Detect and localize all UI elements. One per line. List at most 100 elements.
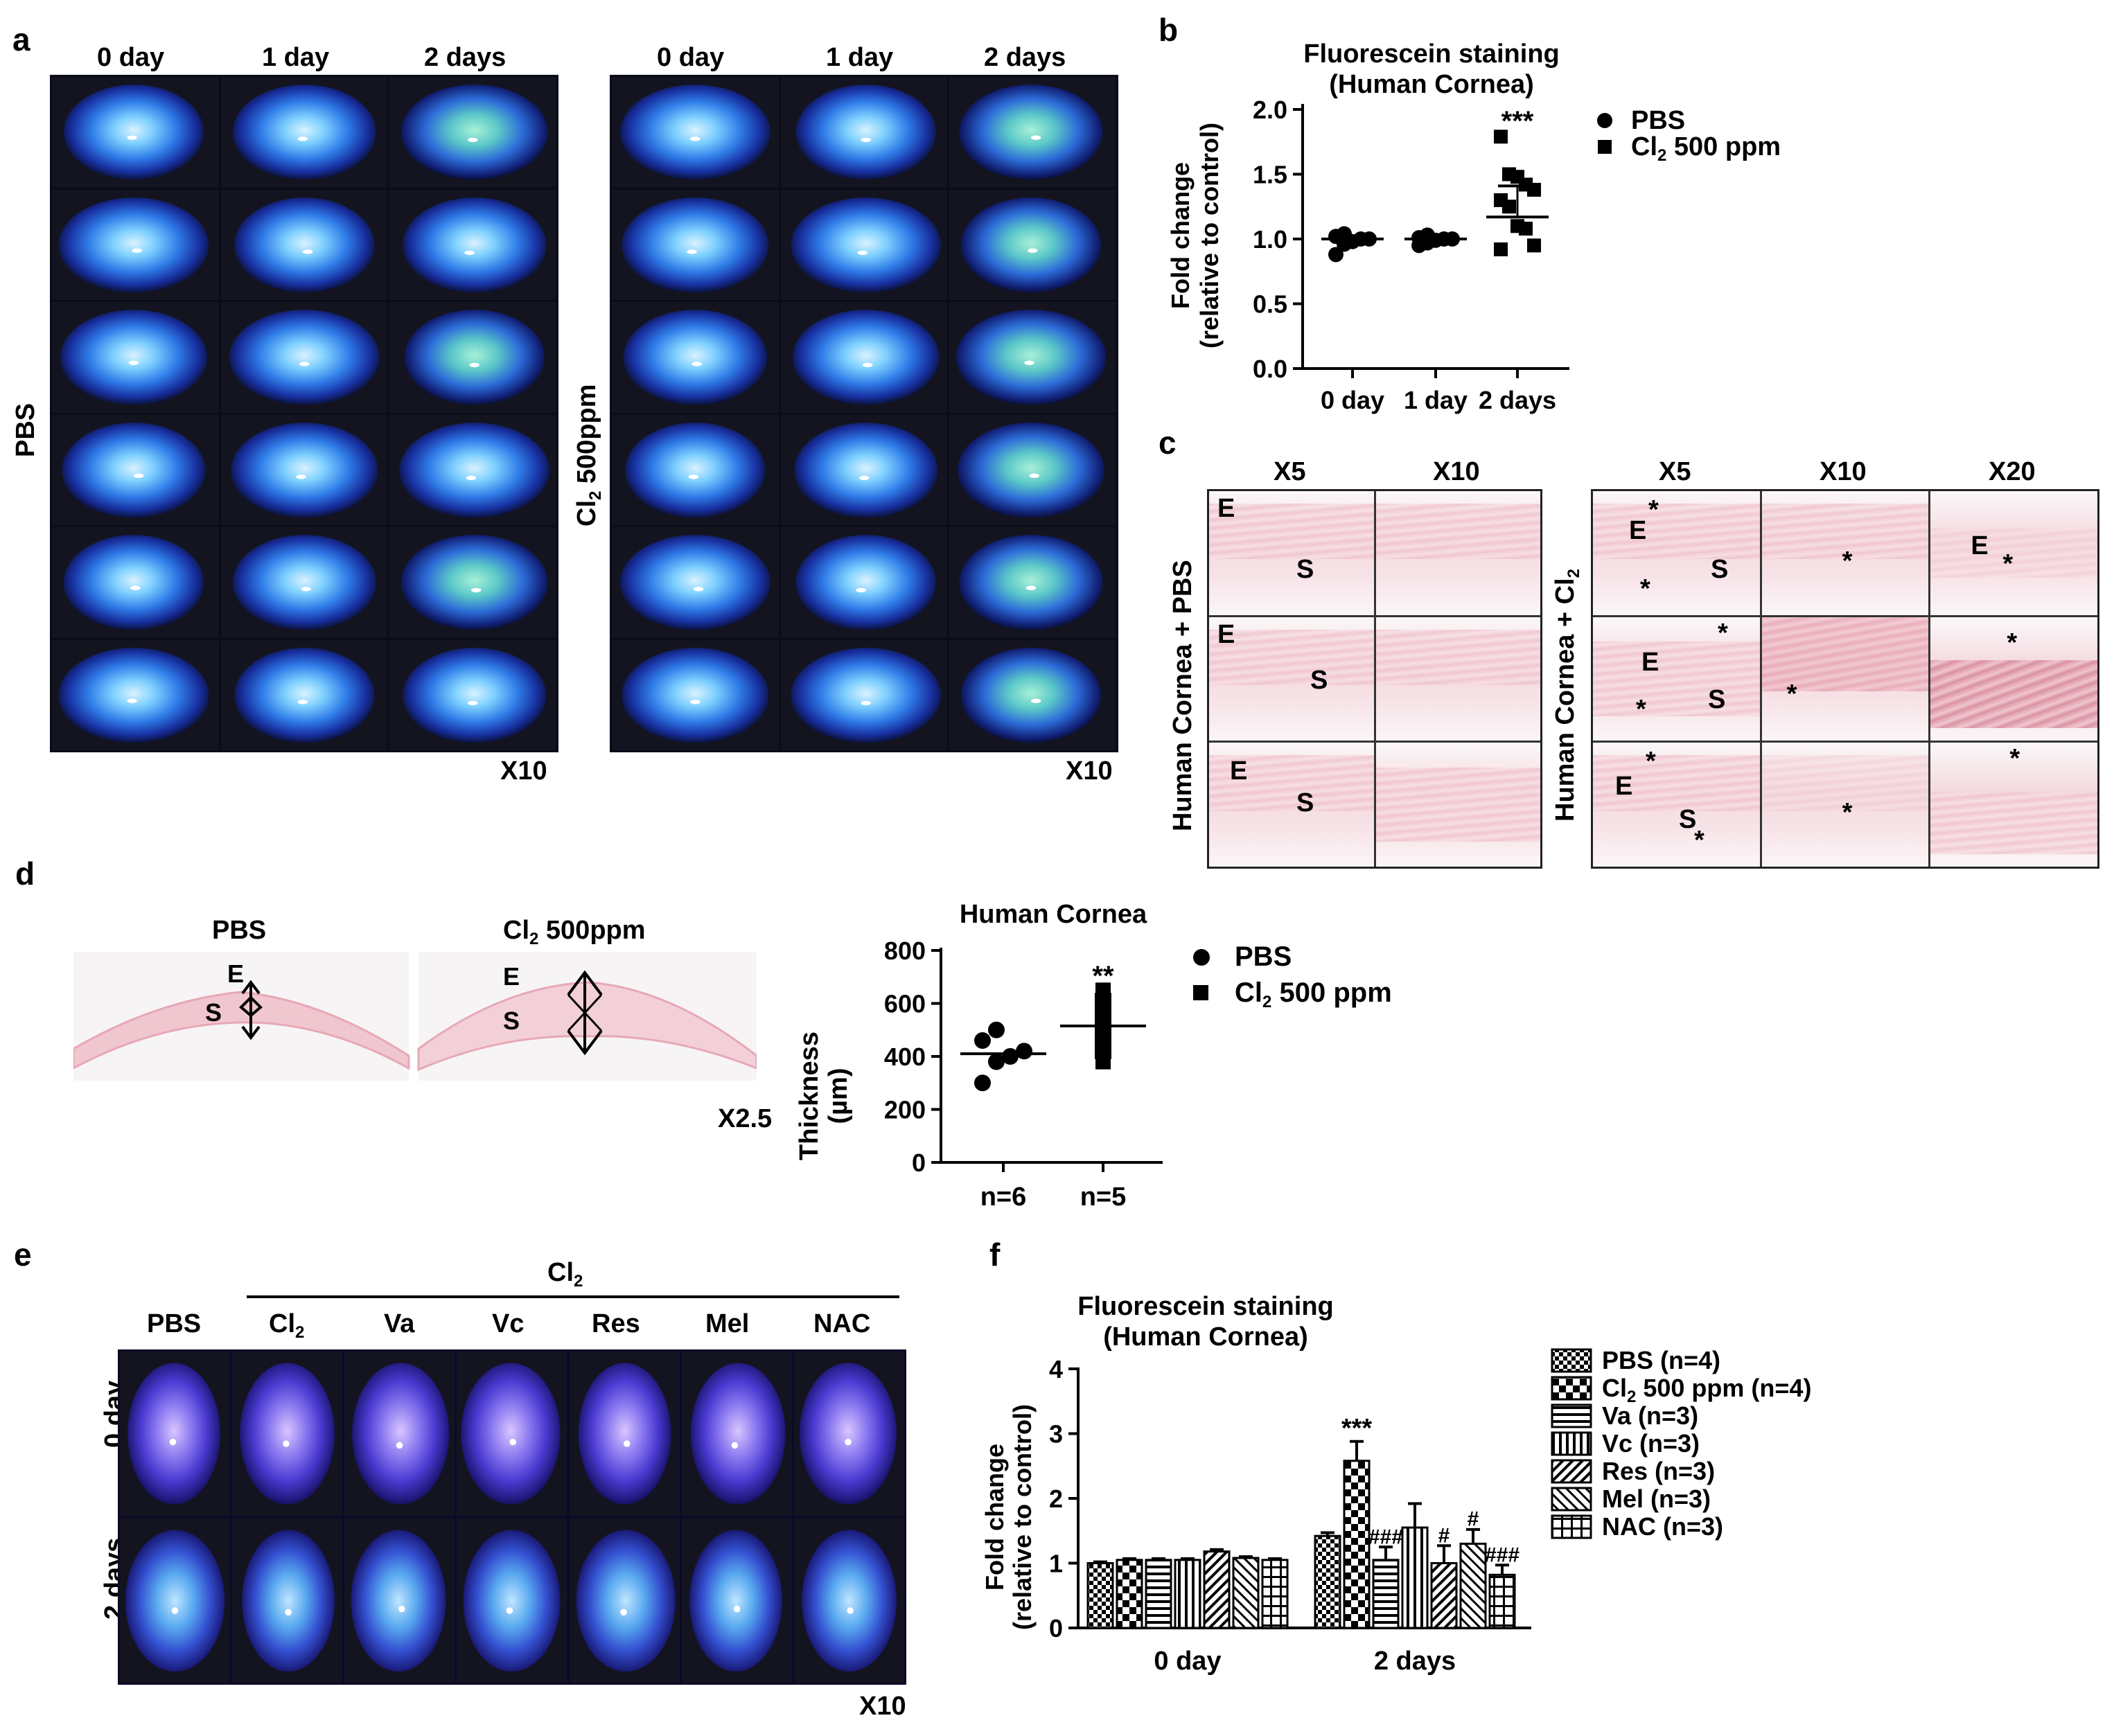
panel-e-image-grid [118,1349,906,1685]
significance-hash: # [1438,1525,1450,1548]
panel-b-title-1: Fluorescein staining [1303,39,1560,69]
bar-cl2 [1116,1559,1143,1629]
histology-cell [1375,491,1540,615]
cornea-image [780,302,948,413]
cornea-image [232,1518,343,1683]
cornea-image [681,1352,792,1516]
bar-cl2 [1343,1460,1371,1629]
histology-cell: * [1761,617,1929,741]
data-point [1328,247,1344,263]
histology-cell [1375,617,1540,741]
cornea-image [389,77,556,188]
significance-hash: ### [1485,1544,1520,1567]
cornea-image [569,1352,680,1516]
bar-mel [1232,1557,1260,1629]
cornea-image [52,414,219,525]
data-point [1420,227,1435,243]
bar-vc [1401,1526,1429,1629]
y-tick-label: 0.0 [1253,355,1287,383]
legend-swatch [1551,1431,1592,1456]
cornea-image [780,414,948,525]
bar-mel [1459,1542,1487,1629]
y-tick-label: 200 [884,1096,926,1124]
bar-res [1430,1562,1458,1629]
y-tick-label: 400 [884,1043,926,1071]
histology-cell: E * S * [1593,491,1760,615]
panel-c-right-col-2: X20 [1989,457,2036,486]
panel-c-left-col-1: X10 [1433,457,1480,486]
legend-label: Vc (n=3) [1602,1429,1700,1458]
cornea-image [220,302,388,413]
x-tick-label: 0 day [1154,1647,1221,1676]
x-tick-label: n=5 [1080,1183,1127,1212]
cornea-image [949,414,1116,525]
panel-e-group-label: Cl2 [547,1258,583,1291]
panel-e-group-line [247,1295,899,1298]
cornea-image [220,414,388,525]
bar-vc [1174,1559,1201,1629]
bar-va [1145,1559,1172,1629]
cornea-image [220,527,388,638]
bar-va [1372,1559,1400,1629]
legend-swatch [1551,1348,1592,1373]
cornea-image [52,639,219,750]
panel-f-ylabel-2: (relative to control) [1008,1404,1037,1630]
y-tick-label: 1 [1049,1550,1063,1578]
cornea-image [612,414,779,525]
legend-swatch [1551,1376,1592,1401]
panel-a-letter: a [12,21,30,57]
cornea-image [344,1352,455,1516]
panel-c-left-col-0: X5 [1274,457,1306,486]
panel-e-col-nac: NAC [813,1309,871,1338]
cornea-image [949,527,1116,638]
legend-label: Res (n=3) [1602,1457,1715,1485]
significance-label: *** [1501,106,1534,136]
y-tick-label: 800 [884,937,926,965]
legend-marker-cl2 [1193,985,1208,1000]
histology-cell: * [1930,617,2097,741]
cornea-image [220,77,388,188]
cornea-image [389,189,556,300]
cornea-image [612,527,779,638]
cornea-image [457,1352,567,1516]
panel-b-ylabel-2: (relative to control) [1195,123,1224,348]
legend-marker-cl2 [1598,140,1612,154]
y-tick-label: 4 [1049,1355,1063,1383]
cornea-image [389,302,556,413]
panel-e-col-va: Va [384,1309,415,1338]
cornea-image [780,189,948,300]
x-tick-label: n=6 [980,1183,1027,1212]
panel-b-scatter-chart: Fluorescein staining (Human Cornea) Fold… [1166,39,1781,414]
significance-hash: # [1468,1507,1479,1530]
cornea-image [389,414,556,525]
cornea-image [612,302,779,413]
panel-c-right-row-label: Human Cornea + Cl2 [1551,569,1583,822]
cornea-image [344,1518,455,1683]
panel-a-left-col-0: 0 day [97,43,165,72]
cornea-image [220,639,388,750]
cornea-image [949,639,1116,750]
significance-label: ** [1092,961,1114,991]
panel-a-right-col-1: 1 day [826,43,894,72]
bar-pbs [1314,1534,1341,1629]
cornea-image [52,302,219,413]
histology-cell: * E S * [1593,617,1760,741]
bar-nac [1261,1559,1289,1629]
y-tick-label: 2.0 [1253,96,1287,124]
panel-d-chart-title: Human Cornea [960,900,1147,929]
cornea-image [457,1518,567,1683]
legend-marker-pbs [1193,949,1210,966]
cornea-image [949,302,1116,413]
panel-a-left-magnification: X10 [500,756,547,786]
bar-nac [1488,1573,1516,1629]
panel-e-col-pbs: PBS [147,1309,202,1338]
cornea-image [569,1518,680,1683]
panel-b-ylabel-1: Fold change [1166,162,1195,309]
legend-label: PBS (n=4) [1602,1346,1720,1374]
panel-c-right-col-1: X10 [1820,457,1867,486]
cornea-image [120,1352,231,1516]
histology-cell: E * [1930,491,2097,615]
